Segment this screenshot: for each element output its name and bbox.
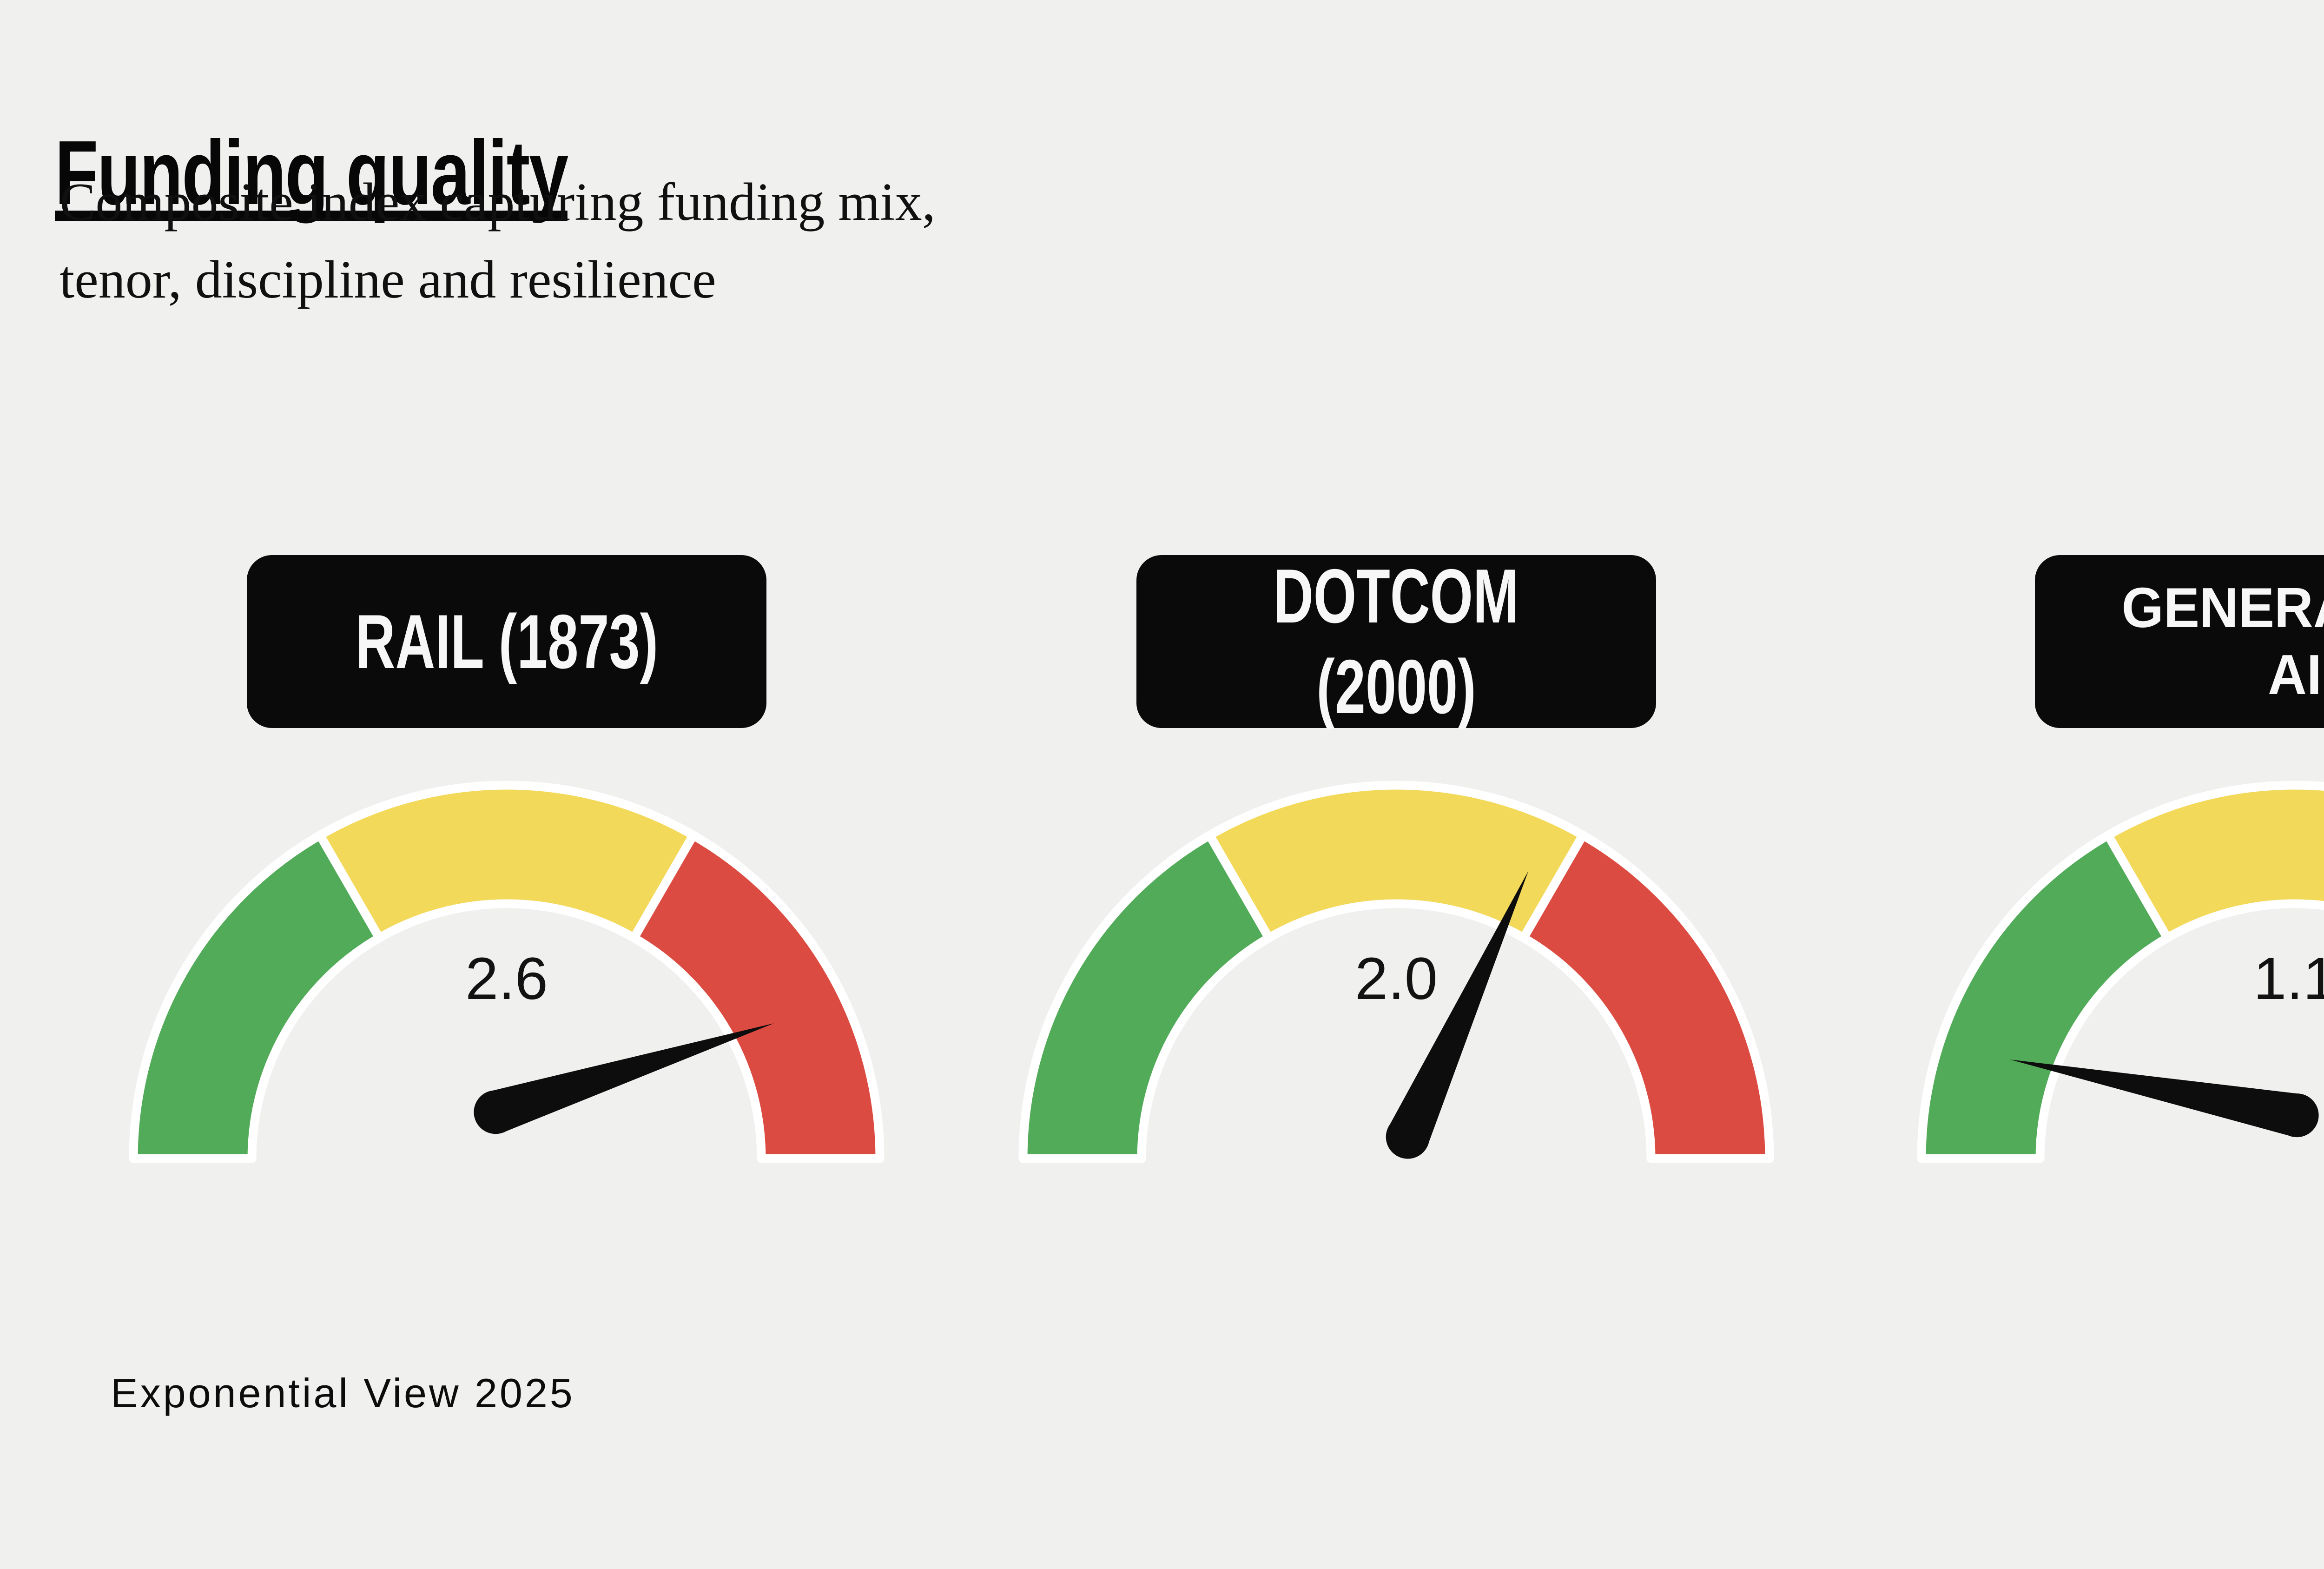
subtitle-line-2: tenor, discipline and resilience [59,250,716,310]
gauge-needle [2010,1059,2319,1138]
gauge-label-box: GENERATIVE AI [2035,555,2324,728]
gauge-value: 2.6 [465,946,548,1012]
gauge-label-box: DOTCOM (2000) [1136,553,1656,729]
page-title: Funding quality [55,120,712,225]
subtitle-line-1: Composite index capturing funding mix, [59,172,936,232]
gauge-generative-ai: GENERATIVE AI 1.1 [1900,555,2324,1178]
page-subtitle: Composite index capturing funding mix, t… [59,164,936,319]
gauge-dial [1018,781,1774,1163]
gauge-value: 1.1 [2253,946,2324,1012]
gauge-segment-green [129,831,384,1163]
gauge-value: 2.0 [1355,946,1438,1012]
gauge-segment-yellow [2104,781,2324,942]
gauge-label-box: RAIL (1873) [247,555,766,728]
gauge-label: GENERATIVE AI [2121,576,2324,706]
gauge-dotcom: DOTCOM (2000) 2.0 [1001,553,1791,1178]
gauge-segment-green [1018,831,1274,1163]
gauge-needle [1386,871,1529,1159]
gauge-segment-yellow [1205,781,1587,942]
gauge-dial [129,781,885,1163]
gauge-segment-yellow [316,781,698,942]
source-credit: Exponential View 2025 [111,1370,575,1416]
gauge-segment-red [629,831,885,1163]
gauge-dial [1917,781,2324,1163]
gauge-label: RAIL (1873) [355,598,658,684]
gauge-rail: RAIL (1873) 2.6 [112,555,902,1178]
page-title-text: Funding quality [55,122,568,224]
gauge-segment-red [1519,831,1774,1163]
gauge-label: DOTCOM (2000) [1274,553,1519,729]
gauge-needle [474,1023,774,1134]
